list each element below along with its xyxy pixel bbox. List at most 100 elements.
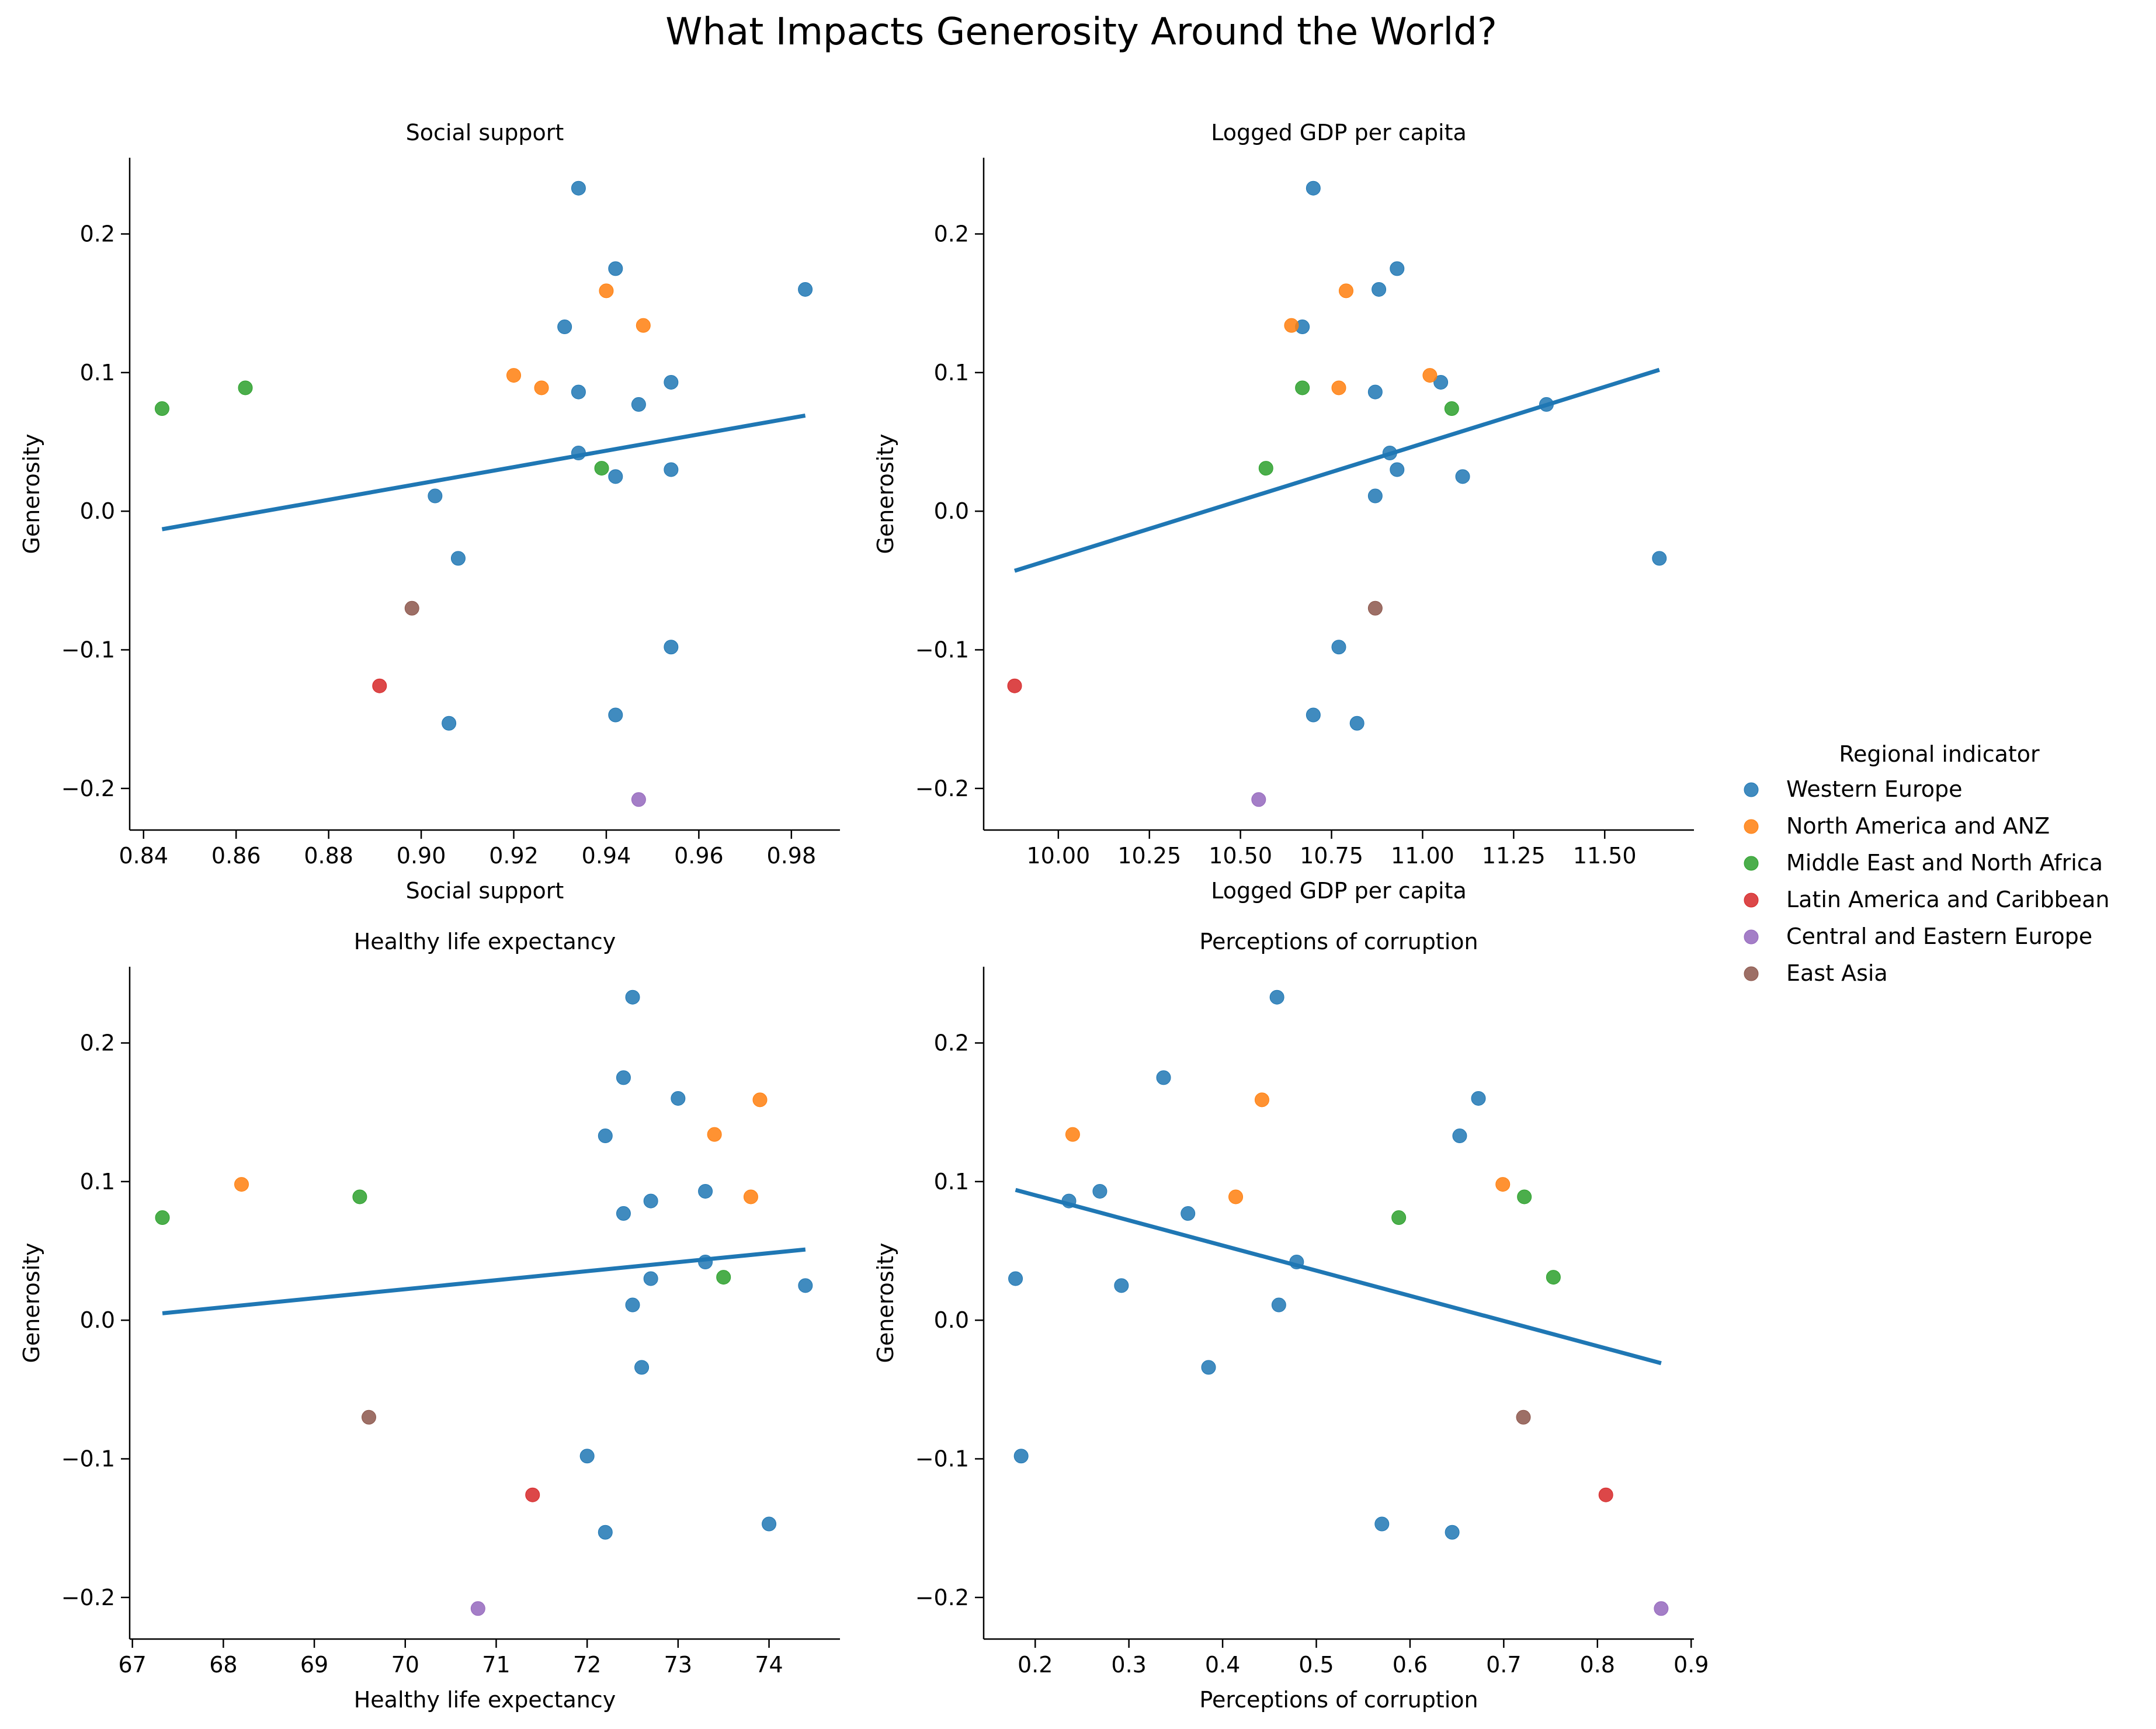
panel-4-y-tick-label: 0.2 <box>934 1030 969 1056</box>
panel-1-point-middle-east-and-north-africa <box>594 461 609 476</box>
panel-2-x-axis-label: Logged GDP per capita <box>1211 878 1467 904</box>
panel-4-y-tick-label: −0.1 <box>915 1446 969 1471</box>
panel-1-x-tick-label: 0.90 <box>397 843 446 869</box>
panel-2-point-western-europe <box>1390 462 1405 477</box>
panel-3: 67 68 69 70 71 72 73 74 −0.2 −0.1 0.0 0.1 0.2 Healthy… <box>19 929 840 1713</box>
panel-2-y-tick-label: −0.2 <box>915 776 969 801</box>
panel-2-title: Logged GDP per capita <box>1211 120 1467 145</box>
panel-1-point-middle-east-and-north-africa <box>154 401 169 416</box>
panel-1-x-tick-label: 0.94 <box>582 843 631 869</box>
panel-4-title: Perceptions of corruption <box>1199 929 1478 954</box>
panel-4: 0.2 0.3 0.4 0.5 0.6 0.7 0.8 0.9 −0.2 −0.1 0.0 0.1 0.… <box>873 929 1709 1713</box>
panel-3-y-axis-label: Generosity <box>19 1242 44 1363</box>
legend-item-east-asia: East Asia <box>1744 960 1888 986</box>
panel-4-y-tick-label: 0.1 <box>934 1169 969 1195</box>
panel-4-series-western-europe <box>1008 990 1486 1540</box>
panel-1-y-tick-label: −0.2 <box>61 776 115 801</box>
panel-3-point-central-and-eastern-europe <box>470 1601 485 1616</box>
panel-4-y-axis-label: Generosity <box>873 1242 898 1363</box>
panel-3-point-north-america-and-anz <box>234 1177 249 1192</box>
legend-marker <box>1744 819 1759 834</box>
panel-1-y-axis-label: Generosity <box>19 433 44 554</box>
panel-3-x-tick-label: 67 <box>118 1652 146 1678</box>
panel-3-y-tick-label: 0.1 <box>80 1169 115 1195</box>
panel-2-point-latin-america-and-caribbean <box>1007 678 1022 693</box>
panel-2-series-western-europe <box>1295 180 1667 731</box>
panel-4-point-middle-east-and-north-africa <box>1517 1189 1532 1204</box>
panel-4-point-western-europe <box>1471 1091 1486 1106</box>
panel-3-x-tick-label: 72 <box>573 1652 601 1678</box>
legend-item-western-europe: Western Europe <box>1744 776 1963 802</box>
panel-4-point-western-europe <box>1201 1360 1216 1375</box>
panel-3-point-middle-east-and-north-africa <box>716 1270 731 1285</box>
panel-1-x-axis-label: Social support <box>406 878 564 904</box>
panel-1-point-latin-america-and-caribbean <box>372 678 387 693</box>
panel-2-point-western-europe <box>1367 384 1383 400</box>
legend-item-north-america-and-anz: North America and ANZ <box>1744 813 2050 839</box>
panel-3-point-middle-east-and-north-africa <box>352 1189 367 1204</box>
panel-3-y-tick-label: 0.2 <box>80 1030 115 1056</box>
panel-1-series-latin-america-and-caribbean <box>372 678 387 693</box>
panel-2-y-tick-label: 0.0 <box>934 498 969 524</box>
panel-4-point-middle-east-and-north-africa <box>1546 1270 1561 1285</box>
panel-4-point-middle-east-and-north-africa <box>1391 1210 1407 1225</box>
legend-marker <box>1744 893 1759 908</box>
panel-2-series-middle-east-and-north-africa <box>1258 380 1459 476</box>
panel-1-point-western-europe <box>428 488 443 504</box>
legend-label: Middle East and North Africa <box>1786 850 2103 876</box>
panel-3-point-western-europe <box>579 1449 595 1464</box>
panel-1-point-north-america-and-anz <box>506 368 522 383</box>
panel-3-series-east-asia <box>361 1409 376 1425</box>
panel-1-point-western-europe <box>664 374 679 390</box>
panel-1-title: Social support <box>406 120 564 145</box>
panel-1-x-tick-label: 0.84 <box>119 843 168 869</box>
panel-3-point-western-europe <box>625 990 640 1005</box>
panel-4-point-latin-america-and-caribbean <box>1598 1487 1613 1502</box>
panel-2-y-axis-label: Generosity <box>873 433 898 554</box>
panel-1-point-western-europe <box>664 462 679 477</box>
panel-3-point-western-europe <box>634 1360 650 1375</box>
panel-1-x-tick-label: 0.88 <box>304 843 353 869</box>
panel-3-point-western-europe <box>598 1129 613 1144</box>
panel-1-point-north-america-and-anz <box>636 318 651 333</box>
panel-4-point-western-europe <box>1092 1183 1107 1199</box>
panel-4-series-north-america-and-anz <box>1065 1092 1511 1204</box>
panel-1-point-western-europe <box>450 551 466 566</box>
panel-1-point-middle-east-and-north-africa <box>238 380 253 395</box>
panel-3-point-western-europe <box>671 1091 686 1106</box>
panel-2-series-east-asia <box>1367 600 1383 616</box>
panel-1-point-western-europe <box>608 707 623 723</box>
panel-2-point-western-europe <box>1331 640 1346 655</box>
panel-3-x-tick-label: 70 <box>391 1652 419 1678</box>
panel-3-series-latin-america-and-caribbean <box>525 1487 540 1502</box>
panel-4-point-central-and-eastern-europe <box>1654 1601 1669 1616</box>
panel-1-series-western-europe <box>428 180 813 731</box>
panel-1-x-tick-label: 0.96 <box>674 843 724 869</box>
panel-1-y-tick-label: 0.0 <box>80 498 115 524</box>
panel-4-x-tick-label: 0.7 <box>1486 1652 1521 1678</box>
panels: 0.84 0.86 0.88 0.90 0.92 0.94 0.96 0.98 −0.2 −0.1… <box>19 120 1709 1713</box>
panel-2-y-tick-label: 0.2 <box>934 221 969 247</box>
panel-2-point-western-europe <box>1349 716 1365 731</box>
panel-3-point-middle-east-and-north-africa <box>155 1210 170 1225</box>
panel-2-point-middle-east-and-north-africa <box>1295 380 1310 395</box>
panel-1-point-north-america-and-anz <box>534 380 549 395</box>
panel-4-point-western-europe <box>1374 1516 1390 1532</box>
panel-3-point-east-asia <box>361 1409 376 1425</box>
panel-4-point-western-europe <box>1008 1271 1023 1286</box>
panel-3-series-middle-east-and-north-africa <box>155 1189 731 1285</box>
panel-2-point-western-europe <box>1372 282 1387 297</box>
panel-2-point-western-europe <box>1652 551 1667 566</box>
panel-2-series-north-america-and-anz <box>1284 283 1438 395</box>
panel-3-series-north-america-and-anz <box>234 1092 768 1204</box>
panel-4-x-axis-label: Perceptions of corruption <box>1199 1687 1478 1713</box>
panel-2-point-western-europe <box>1390 261 1405 276</box>
panel-3-series-central-and-eastern-europe <box>470 1601 485 1616</box>
panel-1-x-tick-label: 0.92 <box>489 843 539 869</box>
panel-3-point-north-america-and-anz <box>752 1092 768 1107</box>
panel-4-x-tick-label: 0.9 <box>1674 1652 1709 1678</box>
panel-3-x-tick-label: 69 <box>300 1652 328 1678</box>
panel-3-point-north-america-and-anz <box>743 1189 758 1204</box>
figure-title: What Impacts Generosity Around the World… <box>665 11 1497 54</box>
